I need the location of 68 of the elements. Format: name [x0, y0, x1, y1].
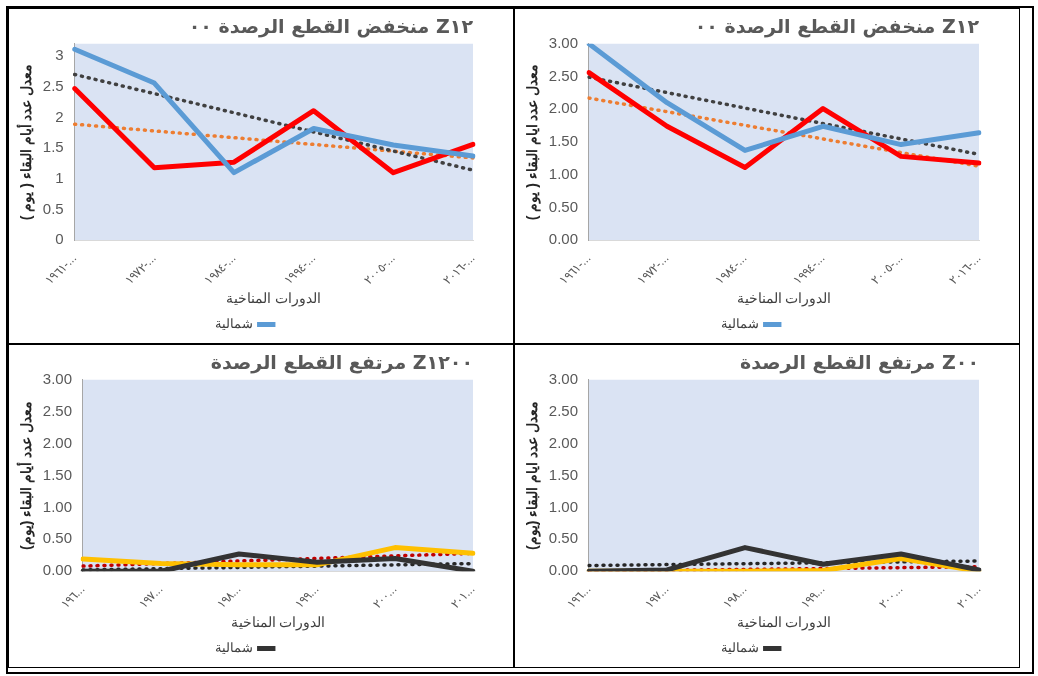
y-tick-label: 0.00: [548, 561, 578, 579]
y-tick-label: 2.5: [42, 76, 64, 94]
x-axis-title: الدورات المناخية: [226, 290, 322, 308]
x-tick-label: ٢٠١...: [953, 581, 984, 612]
y-tick-label: 1.00: [42, 497, 72, 515]
x-tick-label: ١٩٩٤-...: [790, 250, 828, 288]
y-tick-label: 1.50: [42, 465, 72, 483]
legend-label: شمالية: [215, 640, 254, 656]
y-tick-label: 0: [55, 230, 64, 248]
x-tick-label: ٢٠١...: [447, 581, 478, 612]
y-tick-label: 2.50: [548, 66, 578, 84]
y-tick-label: 1.50: [548, 132, 578, 150]
y-tick-label: 0.5: [42, 199, 64, 217]
x-tick-label: ١٩٦١-...: [42, 250, 80, 288]
y-tick-label: 0.00: [548, 230, 578, 248]
x-tick-label: ١٩٨...: [213, 581, 244, 612]
y-axis-title: معدل عدد ايام البقاء ( يوم ): [524, 63, 542, 221]
y-tick-label: 0.50: [548, 529, 578, 547]
x-tick-label: ١٩٩...: [797, 581, 828, 612]
y-tick-label: 0.00: [42, 561, 72, 579]
legend-label: شمالية: [721, 316, 760, 332]
y-tick-label: 0.50: [548, 197, 578, 215]
y-tick-label: 3.00: [42, 369, 72, 387]
y-tick-label: 2.00: [548, 99, 578, 117]
x-tick-label: ١٩٨...: [719, 581, 750, 612]
chart-title: منخفض القطع الرصدة ٠٠ Z١٢: [694, 15, 980, 39]
y-tick-label: 2.00: [548, 433, 578, 451]
y-tick-label: 1.50: [548, 465, 578, 483]
y-tick-label: 1: [55, 168, 64, 186]
y-tick-label: 3: [55, 46, 64, 64]
x-tick-label: ٢٠٠...: [369, 581, 400, 612]
y-tick-label: 1.00: [548, 497, 578, 515]
chart-title: منخفض القطع الرصدة ٠٠ Z١٢: [188, 15, 474, 39]
x-tick-label: ١٩٩...: [291, 581, 322, 612]
legend-label: شمالية: [215, 316, 254, 332]
y-axis-title: معدل عدد ايام البقاء (يوم): [524, 401, 542, 550]
x-tick-label: ١٩٩٤-...: [281, 250, 319, 288]
chart-title: مرتفع القطع الرصدة Z٠٠: [739, 351, 979, 375]
x-tick-label: ١٩٧...: [135, 581, 166, 612]
x-tick-label: ٢٠٠٥-...: [868, 250, 906, 288]
y-axis-title: معدل عدد أيام البقاء ( يوم ): [16, 63, 36, 221]
y-axis-title: معدل عدد أيام البقاء (يوم): [16, 401, 36, 550]
x-tick-label: ٢٠٠...: [875, 581, 906, 612]
x-tick-label: ١٩٧٢-...: [634, 250, 672, 288]
x-tick-label: ١٩٧...: [641, 581, 672, 612]
x-axis-title: الدورات المناخية: [230, 614, 326, 632]
y-tick-label: 3.00: [548, 33, 578, 51]
x-tick-label: ١٩٧٢-...: [122, 250, 159, 288]
x-tick-label: ١٩٦...: [563, 581, 594, 612]
y-tick-label: 2.00: [42, 433, 72, 451]
legend-label: شمالية: [721, 640, 760, 656]
x-axis-title: الدورات المناخية: [736, 614, 832, 632]
y-tick-label: 1.00: [548, 164, 578, 182]
y-tick-label: 2.50: [42, 401, 72, 419]
chart-title: مرتفع القطع الرصدة Z١٢٠٠: [210, 351, 473, 375]
y-tick-label: 2.50: [548, 401, 578, 419]
x-tick-label: ٢٠١٦-...: [946, 250, 984, 288]
x-tick-label: ١٩٨٤-...: [201, 250, 239, 288]
y-tick-label: 3.00: [548, 369, 578, 387]
x-tick-label: ١٩٦١-...: [556, 250, 594, 288]
x-tick-label: ٢٠١٦-...: [440, 250, 478, 288]
y-tick-label: 0.50: [42, 529, 72, 547]
y-tick-label: 1.5: [42, 138, 64, 156]
y-tick-label: 2: [55, 107, 64, 125]
x-tick-label: ٢٠٠٥-...: [361, 250, 398, 288]
x-tick-label: ١٩٨٤-...: [712, 250, 750, 288]
x-axis-title: الدورات المناخية: [736, 290, 832, 308]
x-tick-label: ١٩٦...: [57, 581, 88, 612]
